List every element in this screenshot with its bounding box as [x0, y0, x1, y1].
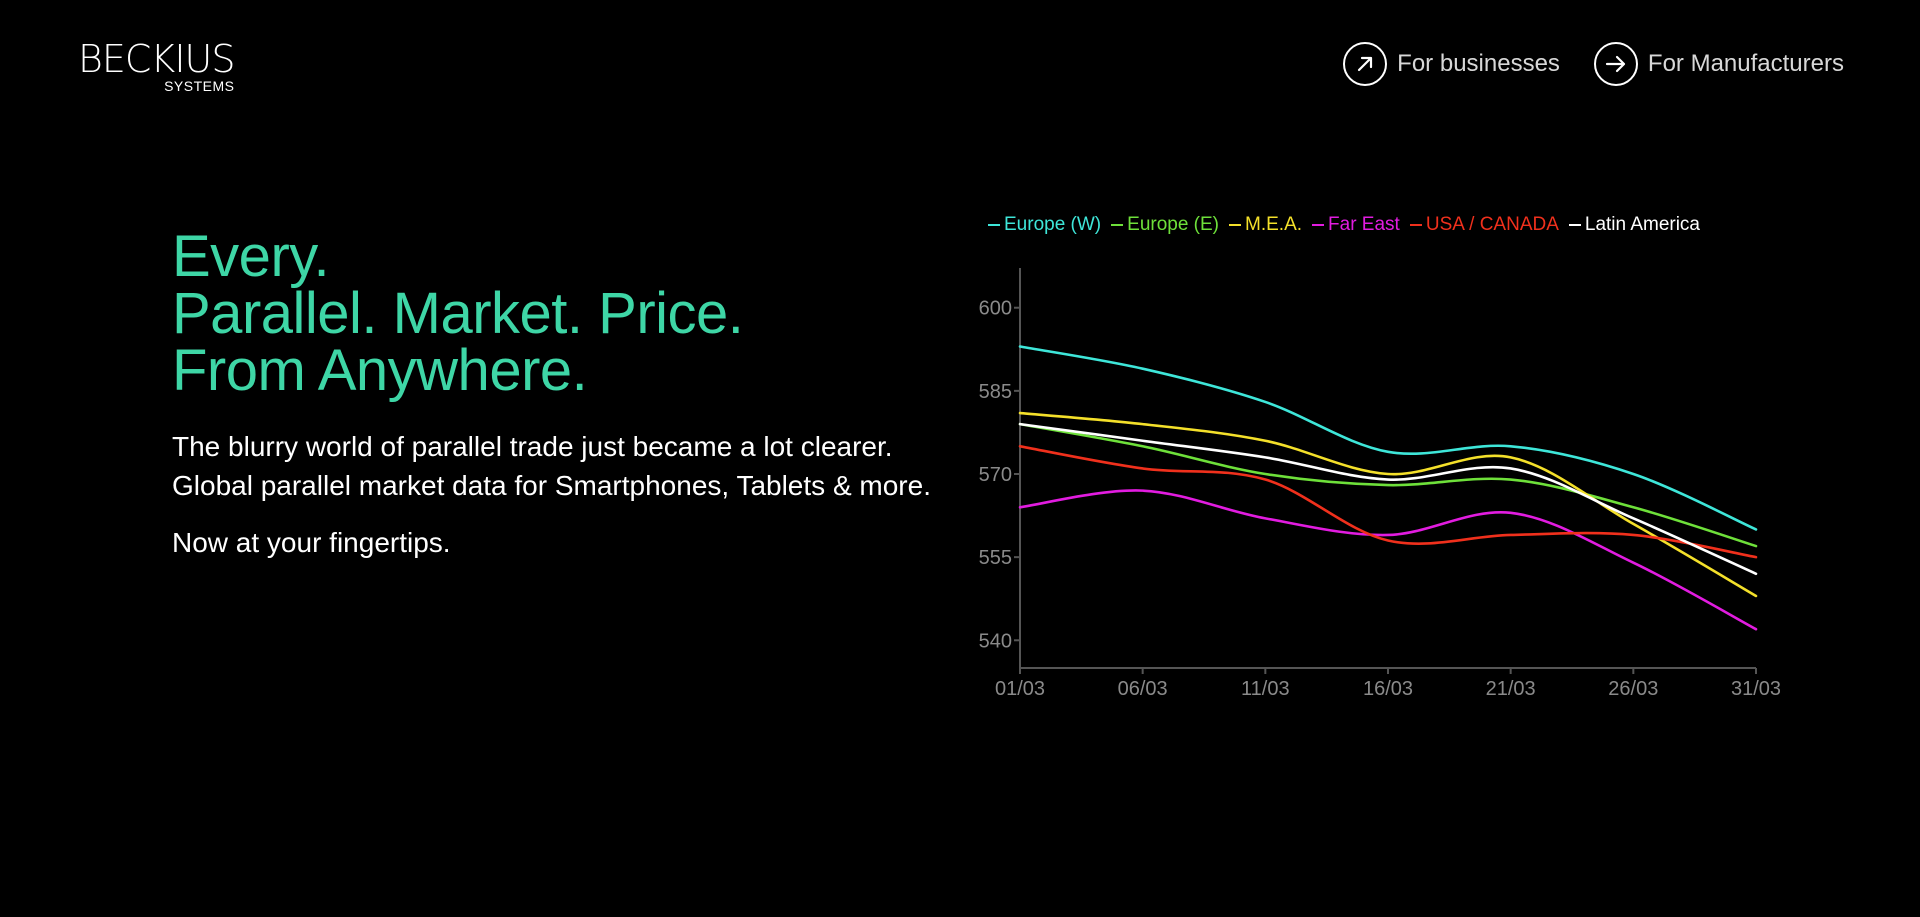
legend-item-europe-e: Europe (E)	[1111, 214, 1219, 236]
logo[interactable]: BECKIUS SYSTEMS	[78, 40, 235, 93]
x-tick-label: 16/03	[1363, 678, 1413, 700]
series-line-m-e-a	[1018, 411, 1758, 598]
series-line-europe-e	[1018, 422, 1758, 548]
series-line-latin-america	[1018, 422, 1758, 576]
legend-label: Far East	[1328, 214, 1400, 235]
headline-line-1: Every.	[172, 224, 330, 289]
hero-headline: Every. Parallel. Market. Price. From Any…	[172, 224, 952, 403]
price-line-chart: 600 585 570 555 540 01/03 06/03 11/03 16/03 21/03…	[979, 268, 1780, 700]
legend-item-latin-america: Latin America	[1568, 214, 1701, 236]
series-line-far-east	[1018, 489, 1758, 631]
headline-line-3: From Anywhere.	[172, 338, 588, 403]
arrow-up-right-icon	[1343, 42, 1388, 86]
x-tick-label: 31/03	[1731, 678, 1780, 700]
for-manufacturers-label: For Manufacturers	[1647, 50, 1844, 77]
legend-item-usa-canada: USA / CANADA	[1409, 214, 1559, 236]
chart-legend: Europe (W) Europe (E) M.E.A. Far East USA / …	[988, 214, 1700, 236]
hero-tagline: Now at your fingertips.	[172, 527, 451, 558]
series-line-usa-canada	[1018, 444, 1758, 559]
y-tick-label: 585	[979, 381, 1012, 403]
legend-item-m-e-a: M.E.A.	[1229, 214, 1302, 236]
legend-item-europe-w: Europe (W)	[988, 214, 1101, 236]
legend-label: M.E.A.	[1245, 214, 1303, 235]
legend-swatch	[1312, 224, 1325, 226]
legend-item-far-east: Far East	[1312, 214, 1400, 236]
y-tick-label: 600	[979, 298, 1012, 320]
hero-section: Every. Parallel. Market. Price. From Any…	[172, 228, 952, 562]
for-businesses-label: For businesses	[1397, 50, 1560, 77]
x-tick-label: 06/03	[1118, 678, 1168, 700]
y-tick-label: 555	[979, 547, 1012, 569]
legend-label: Europe (E)	[1127, 214, 1220, 235]
series-line-europe-w	[1018, 345, 1758, 531]
for-manufacturers-link[interactable]: For Manufacturers	[1593, 42, 1844, 86]
y-tick-label: 540	[979, 630, 1012, 652]
legend-swatch	[1111, 224, 1124, 226]
x-tick-label: 11/03	[1241, 678, 1290, 700]
legend-swatch	[1409, 224, 1422, 226]
x-tick-label: 26/03	[1608, 678, 1658, 700]
logo-brand: BECKIUS	[78, 37, 235, 81]
legend-swatch	[988, 224, 1000, 226]
legend-swatch	[1229, 224, 1242, 226]
hero-body: The blurry world of parallel trade just …	[172, 431, 931, 501]
top-nav: For businesses For Manufacturers	[1343, 42, 1844, 86]
headline-line-2: Parallel. Market. Price.	[172, 281, 744, 346]
x-tick-label: 01/03	[995, 678, 1045, 700]
for-businesses-link[interactable]: For businesses	[1343, 42, 1560, 86]
y-tick-label: 570	[979, 464, 1012, 486]
legend-swatch	[1568, 224, 1581, 226]
logo-sub: SYSTEMS	[164, 78, 235, 94]
x-tick-label: 21/03	[1486, 678, 1536, 700]
legend-label: Europe (W)	[1004, 214, 1102, 235]
legend-label: USA / CANADA	[1425, 214, 1559, 235]
legend-label: Latin America	[1584, 214, 1701, 235]
arrow-right-icon	[1593, 42, 1638, 86]
